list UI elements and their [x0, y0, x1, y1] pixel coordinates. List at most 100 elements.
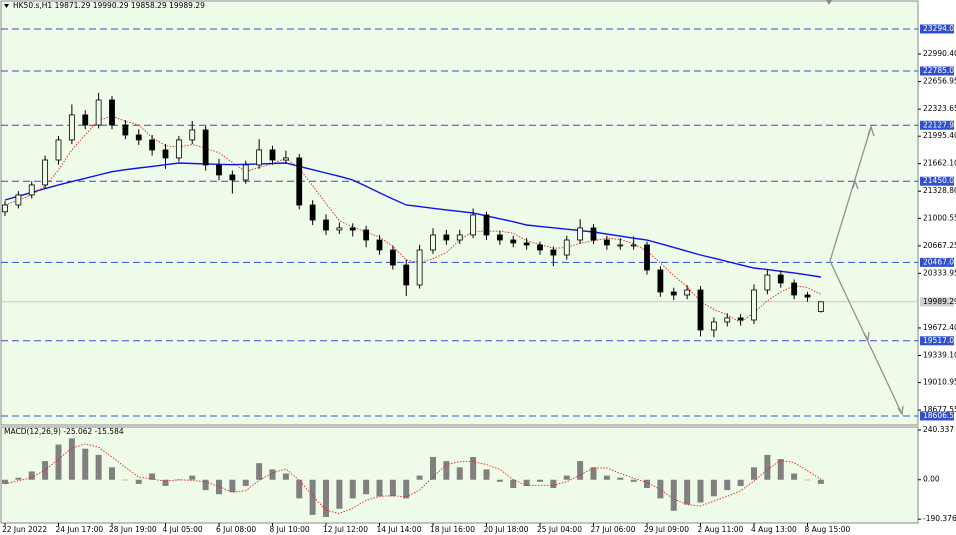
- macd-bar: [403, 479, 410, 499]
- macd-bar: [162, 479, 169, 486]
- candle-body: [82, 114, 89, 126]
- candle-body: [2, 204, 8, 213]
- menu-icon[interactable]: [4, 4, 9, 8]
- macd-bar: [777, 459, 784, 480]
- candle-body: [68, 114, 75, 141]
- macd-bar: [349, 479, 356, 499]
- y-tick-label: 21662.10: [923, 159, 956, 168]
- candle-body: [737, 317, 744, 321]
- macd-bar: [523, 479, 530, 486]
- candle-body: [537, 244, 543, 251]
- macd-bar: [269, 469, 276, 480]
- candle-body: [202, 129, 209, 166]
- macd-bar: [363, 479, 370, 495]
- macd-bar: [751, 467, 757, 480]
- x-tick-label: 25 Jul 04:00: [537, 525, 582, 534]
- level-label: 21450.00: [923, 176, 956, 185]
- candle-body: [577, 227, 584, 241]
- candle-body: [817, 301, 824, 312]
- candle-body: [42, 159, 49, 186]
- candle-body: [336, 227, 343, 231]
- macd-bar: [15, 477, 22, 480]
- candle-body: [296, 157, 303, 206]
- x-tick-label: 4 Jul 05:00: [163, 525, 203, 534]
- candle-body: [282, 157, 289, 161]
- level-box: [920, 120, 954, 130]
- candle-body: [724, 317, 731, 323]
- macd-bar: [95, 454, 102, 480]
- macd-bar: [817, 479, 824, 484]
- x-tick-label: 27 Jul 06:00: [591, 525, 636, 534]
- macd-bar: [242, 479, 249, 486]
- candle-body: [122, 124, 129, 136]
- y-tick-label: 21995.40: [923, 131, 956, 140]
- macd-bar: [644, 479, 650, 489]
- macd-bar: [510, 479, 517, 489]
- macd-bar: [496, 479, 503, 482]
- macd-bar: [456, 467, 463, 480]
- candle-body: [617, 244, 624, 247]
- candle-body: [256, 149, 263, 166]
- macd-bar: [550, 479, 557, 489]
- candle-body: [791, 282, 798, 296]
- candle-body: [389, 249, 396, 266]
- candle-body: [55, 139, 62, 161]
- candle-body: [349, 227, 356, 231]
- macd-bar: [109, 467, 115, 480]
- candle-body: [684, 289, 691, 296]
- macd-tick-label: 0.00: [923, 475, 940, 484]
- y-tick-label: 21000.55: [923, 213, 956, 222]
- indicator-label: MACD(12,26,9) -25.062 -15.584: [4, 427, 124, 436]
- level-label: 19517.00: [923, 336, 956, 345]
- drawn-arrows: [829, 125, 904, 416]
- macd-bar: [603, 475, 610, 480]
- macd-bar: [804, 479, 811, 481]
- candle-body: [323, 219, 329, 231]
- macd-bar: [430, 456, 436, 480]
- macd-bar: [28, 471, 35, 480]
- candle-body: [523, 242, 530, 246]
- macd-bar: [309, 479, 316, 515]
- candle-body: [109, 99, 115, 126]
- macd-bar: [791, 473, 798, 480]
- x-tick-label: 8 Aug 15:00: [805, 525, 851, 534]
- macd-bar: [135, 479, 142, 484]
- macd-bar: [563, 475, 570, 480]
- candle-body: [242, 164, 249, 181]
- macd-bar: [724, 479, 731, 491]
- x-tick-label: 2 Aug 11:00: [698, 525, 744, 534]
- y-tick-label: 21328.80: [923, 186, 956, 195]
- candle-body: [162, 149, 169, 159]
- x-tick-label: 8 Jul 10:00: [270, 525, 310, 534]
- macd-bar: [296, 479, 303, 499]
- level-label: 20467.00: [923, 257, 956, 266]
- macd-tick-label: -190.376: [923, 514, 956, 523]
- candle-body: [416, 249, 423, 286]
- candle-body: [363, 229, 370, 241]
- candle-body: [510, 239, 517, 244]
- macd-bar: [630, 479, 637, 482]
- candle-body: [644, 244, 650, 271]
- x-tick-label: 18 Jul 16:00: [430, 525, 475, 534]
- macd-bar: [336, 479, 343, 509]
- macd-bar: [443, 461, 450, 480]
- y-tick-label: 22323.65: [923, 104, 956, 113]
- y-tick-label: 18677.55: [923, 405, 956, 414]
- candle-body: [563, 239, 570, 256]
- macd-bar: [389, 479, 396, 497]
- macd-bar: [416, 475, 423, 480]
- candle-body: [603, 239, 610, 246]
- candle-body: [403, 264, 410, 286]
- macd-bar: [764, 454, 771, 480]
- x-tick-label: 12 Jul 12:00: [323, 525, 368, 534]
- macd-bar: [483, 469, 490, 480]
- candle-body: [189, 129, 196, 141]
- macd-bar: [470, 456, 477, 480]
- x-tick-label: 24 Jun 17:00: [56, 525, 104, 534]
- candle-body: [15, 194, 22, 206]
- macd-bar: [82, 448, 89, 480]
- macd-bar: [2, 479, 8, 484]
- candle-body: [483, 214, 490, 236]
- price-label: 19989.29: [923, 297, 956, 306]
